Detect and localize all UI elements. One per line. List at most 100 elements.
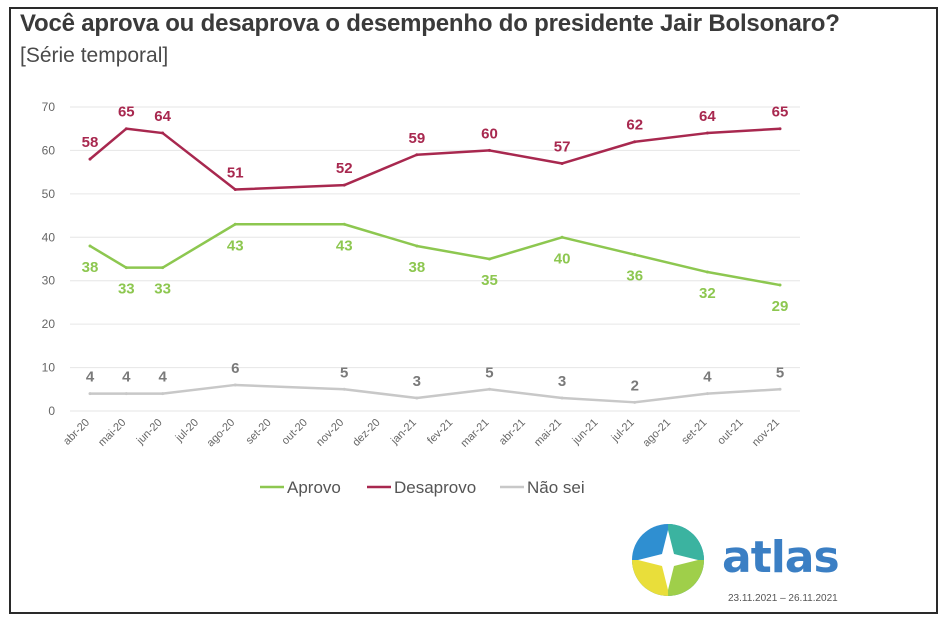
series-line-aprovo: [89, 223, 781, 287]
x-tick-label: mar-21: [458, 417, 491, 450]
y-tick-label: 20: [42, 317, 56, 331]
legend-label: Desaprovo: [394, 478, 476, 497]
x-tick-label: mai-21: [532, 417, 564, 449]
data-point: [415, 153, 419, 157]
data-point: [161, 131, 165, 135]
x-tick-label: nov-21: [750, 417, 782, 449]
data-point: [233, 383, 237, 387]
data-point: [342, 183, 346, 187]
data-label: 65: [118, 104, 135, 121]
x-tick-label: mai-20: [96, 417, 128, 449]
data-label: 62: [626, 117, 643, 134]
data-label: 29: [772, 298, 789, 315]
x-tick-label: jun-20: [134, 417, 165, 448]
data-point: [705, 131, 709, 135]
data-label: 40: [554, 250, 571, 267]
y-tick-label: 10: [42, 361, 56, 375]
data-point: [487, 148, 491, 152]
x-tick-label: abr-20: [61, 417, 92, 448]
x-tick-label: set-20: [244, 417, 274, 447]
y-tick-label: 40: [42, 230, 56, 244]
chart-subtitle: [Série temporal]: [20, 44, 169, 67]
data-label: 33: [118, 281, 135, 298]
data-point: [233, 188, 237, 192]
data-point: [633, 400, 637, 404]
data-label: 5: [776, 364, 784, 381]
data-label: 51: [227, 165, 244, 182]
x-tick-label: jan-21: [388, 417, 419, 448]
data-point: [161, 266, 165, 270]
data-label: 57: [554, 138, 571, 155]
data-label: 4: [703, 369, 712, 386]
x-tick-label: ago-20: [205, 417, 238, 450]
data-label: 64: [154, 108, 171, 125]
data-point: [342, 387, 346, 391]
data-label: 33: [154, 281, 171, 298]
data-label: 36: [626, 268, 643, 285]
data-label: 38: [408, 259, 425, 276]
y-tick-label: 60: [42, 143, 56, 157]
data-point: [560, 396, 564, 400]
data-label: 35: [481, 272, 498, 289]
data-point: [487, 257, 491, 261]
data-point: [778, 283, 782, 287]
data-label: 43: [227, 237, 244, 254]
data-label: 58: [82, 134, 99, 151]
x-tick-label: out-20: [279, 417, 310, 448]
data-label: 65: [772, 104, 789, 121]
data-point: [778, 127, 782, 131]
data-point: [633, 253, 637, 257]
data-label: 4: [158, 369, 167, 386]
data-label: 4: [86, 369, 95, 386]
data-point: [88, 244, 92, 248]
data-label: 3: [558, 373, 566, 390]
x-tick-label: jun-21: [570, 417, 601, 448]
data-point: [161, 392, 165, 396]
data-point: [124, 127, 128, 131]
data-label: 4: [122, 369, 131, 386]
y-tick-label: 70: [42, 100, 56, 114]
data-label: 2: [631, 377, 639, 394]
data-point: [233, 222, 237, 226]
data-point: [342, 222, 346, 226]
data-point: [705, 270, 709, 274]
legend-label: Aprovo: [287, 478, 341, 497]
data-point: [487, 387, 491, 391]
data-point: [415, 244, 419, 248]
data-label: 60: [481, 125, 498, 142]
x-tick-label: ago-21: [640, 417, 673, 450]
figure-frame: [9, 7, 938, 614]
chart-title: Você aprova ou desaprova o desempenho do…: [20, 10, 840, 37]
data-point: [778, 387, 782, 391]
data-label: 52: [336, 160, 353, 177]
x-tick-label: fev-21: [425, 417, 455, 447]
data-label: 43: [336, 237, 353, 254]
y-tick-label: 50: [42, 187, 56, 201]
data-label: 6: [231, 360, 239, 377]
y-tick-label: 0: [48, 404, 55, 418]
data-point: [88, 157, 92, 161]
data-point: [124, 266, 128, 270]
data-label: 59: [408, 130, 425, 147]
series-line-nao-sei: [90, 383, 781, 404]
data-point: [88, 392, 92, 396]
x-tick-label: dez-20: [350, 417, 382, 449]
data-label: 3: [413, 373, 421, 390]
data-point: [124, 392, 128, 396]
atlas-logo-icon: [632, 524, 704, 596]
data-point: [705, 392, 709, 396]
x-tick-label: jul-20: [173, 417, 201, 445]
x-tick-label: jul-21: [609, 417, 637, 445]
series-line-desaprovo: [89, 127, 781, 191]
x-tick-label: set-21: [679, 417, 709, 447]
y-tick-label: 30: [42, 274, 56, 288]
data-point: [415, 396, 419, 400]
data-label: 38: [82, 259, 99, 276]
x-tick-label: out-21: [715, 417, 746, 448]
survey-dates: 23.11.2021 – 26.11.2021: [728, 593, 838, 604]
data-point: [560, 235, 564, 239]
legend-label: Não sei: [527, 478, 585, 497]
data-label: 64: [699, 108, 716, 125]
atlas-logo-text: atlas: [722, 532, 840, 583]
